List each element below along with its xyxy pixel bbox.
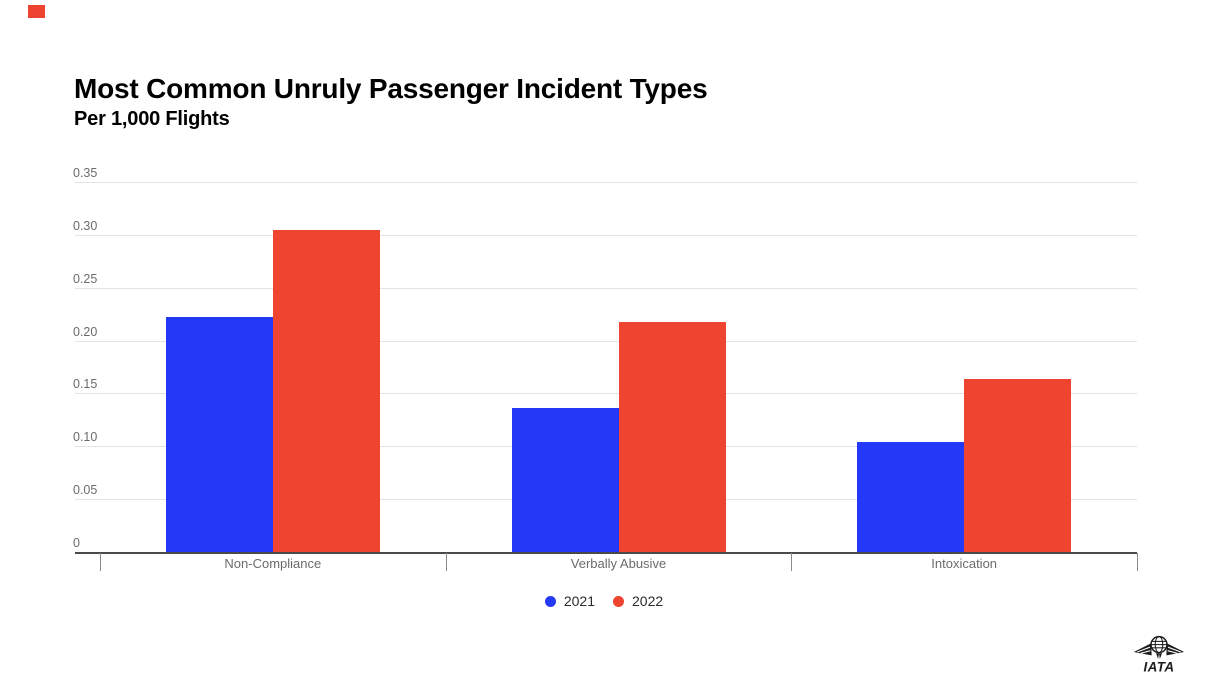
bar-2021-non-compliance	[165, 317, 273, 552]
x-axis-category-label: Intoxication	[931, 556, 998, 571]
y-axis-tick-label: 0.30	[73, 218, 98, 233]
bar-2022-non-compliance	[272, 229, 380, 552]
chart-subtitle: Per 1,000 Flights	[74, 108, 230, 130]
gridline	[75, 234, 1137, 236]
x-axis-line	[75, 552, 1137, 554]
x-axis-tick	[791, 553, 793, 571]
bar-2021-verbally-abusive	[511, 408, 619, 552]
gridline	[75, 393, 1137, 395]
corner-marker	[28, 5, 45, 18]
y-axis-tick-label: 0.15	[73, 377, 98, 392]
y-axis-tick-label: 0.25	[73, 271, 98, 286]
x-axis-category-label: Verbally Abusive	[570, 556, 667, 571]
x-axis-category-label: Non-Compliance	[224, 556, 322, 571]
bar-2021-intoxication	[857, 442, 965, 552]
chart-legend: 2021 2022	[0, 593, 1208, 609]
legend-dot-2022	[613, 595, 624, 607]
iata-logo-text: IATA	[1143, 659, 1174, 674]
y-axis-tick-label: 0.10	[73, 430, 98, 445]
y-axis-tick-label: 0.05	[73, 483, 98, 498]
chart-title: Most Common Unruly Passenger Incident Ty…	[74, 73, 708, 104]
x-axis-tick	[100, 553, 101, 571]
legend-item-2022: 2022	[613, 593, 663, 609]
y-axis-tick-label: 0.35	[73, 166, 98, 180]
iata-logo: IATA	[1133, 635, 1185, 674]
legend-dot-2021	[544, 595, 556, 607]
gridline	[75, 182, 1137, 183]
gridline	[75, 287, 1137, 289]
x-axis-tick	[1137, 553, 1138, 571]
y-axis-tick-label: 0.20	[73, 324, 98, 339]
legend-label-2022: 2022	[632, 593, 664, 609]
x-axis-tick	[445, 553, 447, 571]
gridline	[75, 340, 1137, 342]
bar-2022-intoxication	[964, 378, 1072, 552]
bar-2022-verbally-abusive	[618, 321, 726, 552]
legend-label-2021: 2021	[563, 593, 595, 609]
y-axis-tick-label: 0	[73, 536, 80, 550]
legend-item-2021: 2021	[544, 593, 595, 609]
